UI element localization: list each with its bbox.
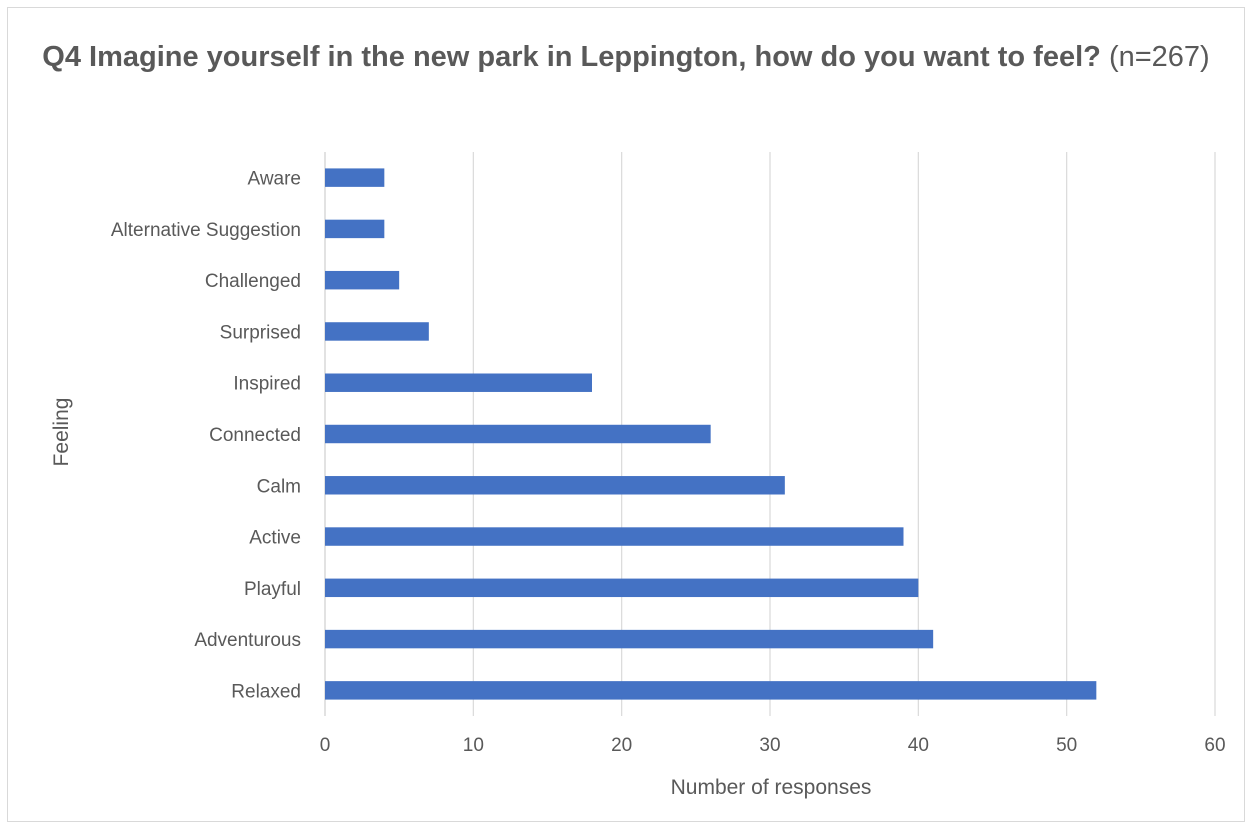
category-label: Relaxed: [231, 681, 301, 702]
x-tick-label: 40: [908, 735, 929, 756]
x-tick-label: 50: [1056, 735, 1077, 756]
category-labels: Relaxed Adventurous Playful Active Calm Conne…: [111, 169, 301, 703]
category-label: Active: [249, 528, 301, 549]
category-label: Calm: [257, 476, 301, 497]
x-tick-label: 0: [320, 735, 331, 756]
x-tick-label: 60: [1204, 735, 1225, 756]
x-axis-title: Number of responses: [671, 776, 872, 799]
bar-connected: [325, 424, 711, 444]
bar-aware: [325, 168, 385, 187]
bar-playful: [325, 578, 919, 598]
x-tick-label: 10: [463, 735, 484, 756]
bar-active: [325, 527, 904, 546]
chart-title: Q4 Imagine yourself in the new park in L…: [0, 34, 1252, 80]
category-label: Inspired: [233, 374, 301, 395]
y-axis-title: Feeling: [50, 398, 73, 467]
category-label: Adventurous: [194, 630, 301, 651]
chart-title-main: Q4 Imagine yourself in the new park in L…: [42, 41, 1101, 73]
category-label: Aware: [247, 169, 301, 190]
category-label: Challenged: [205, 271, 301, 292]
bar-calm: [325, 476, 785, 495]
category-label: Surprised: [220, 322, 301, 343]
x-tick-label: 20: [611, 735, 632, 756]
category-label: Playful: [244, 579, 301, 600]
category-label: Alternative Suggestion: [111, 220, 301, 241]
bar-surprised: [325, 322, 429, 341]
bar-challenged: [325, 270, 400, 290]
x-tick-labels: 0 10 20 30 40 50 60: [320, 735, 1226, 756]
x-tick-label: 30: [759, 735, 780, 756]
bar-alternative-suggestion: [325, 219, 385, 239]
chart-title-sample-size: (n=267): [1108, 41, 1210, 73]
category-label: Connected: [209, 425, 301, 446]
bars: [325, 168, 1097, 700]
bar-adventurous: [325, 629, 934, 649]
bar-relaxed: [325, 681, 1097, 700]
bar-inspired: [325, 373, 592, 392]
